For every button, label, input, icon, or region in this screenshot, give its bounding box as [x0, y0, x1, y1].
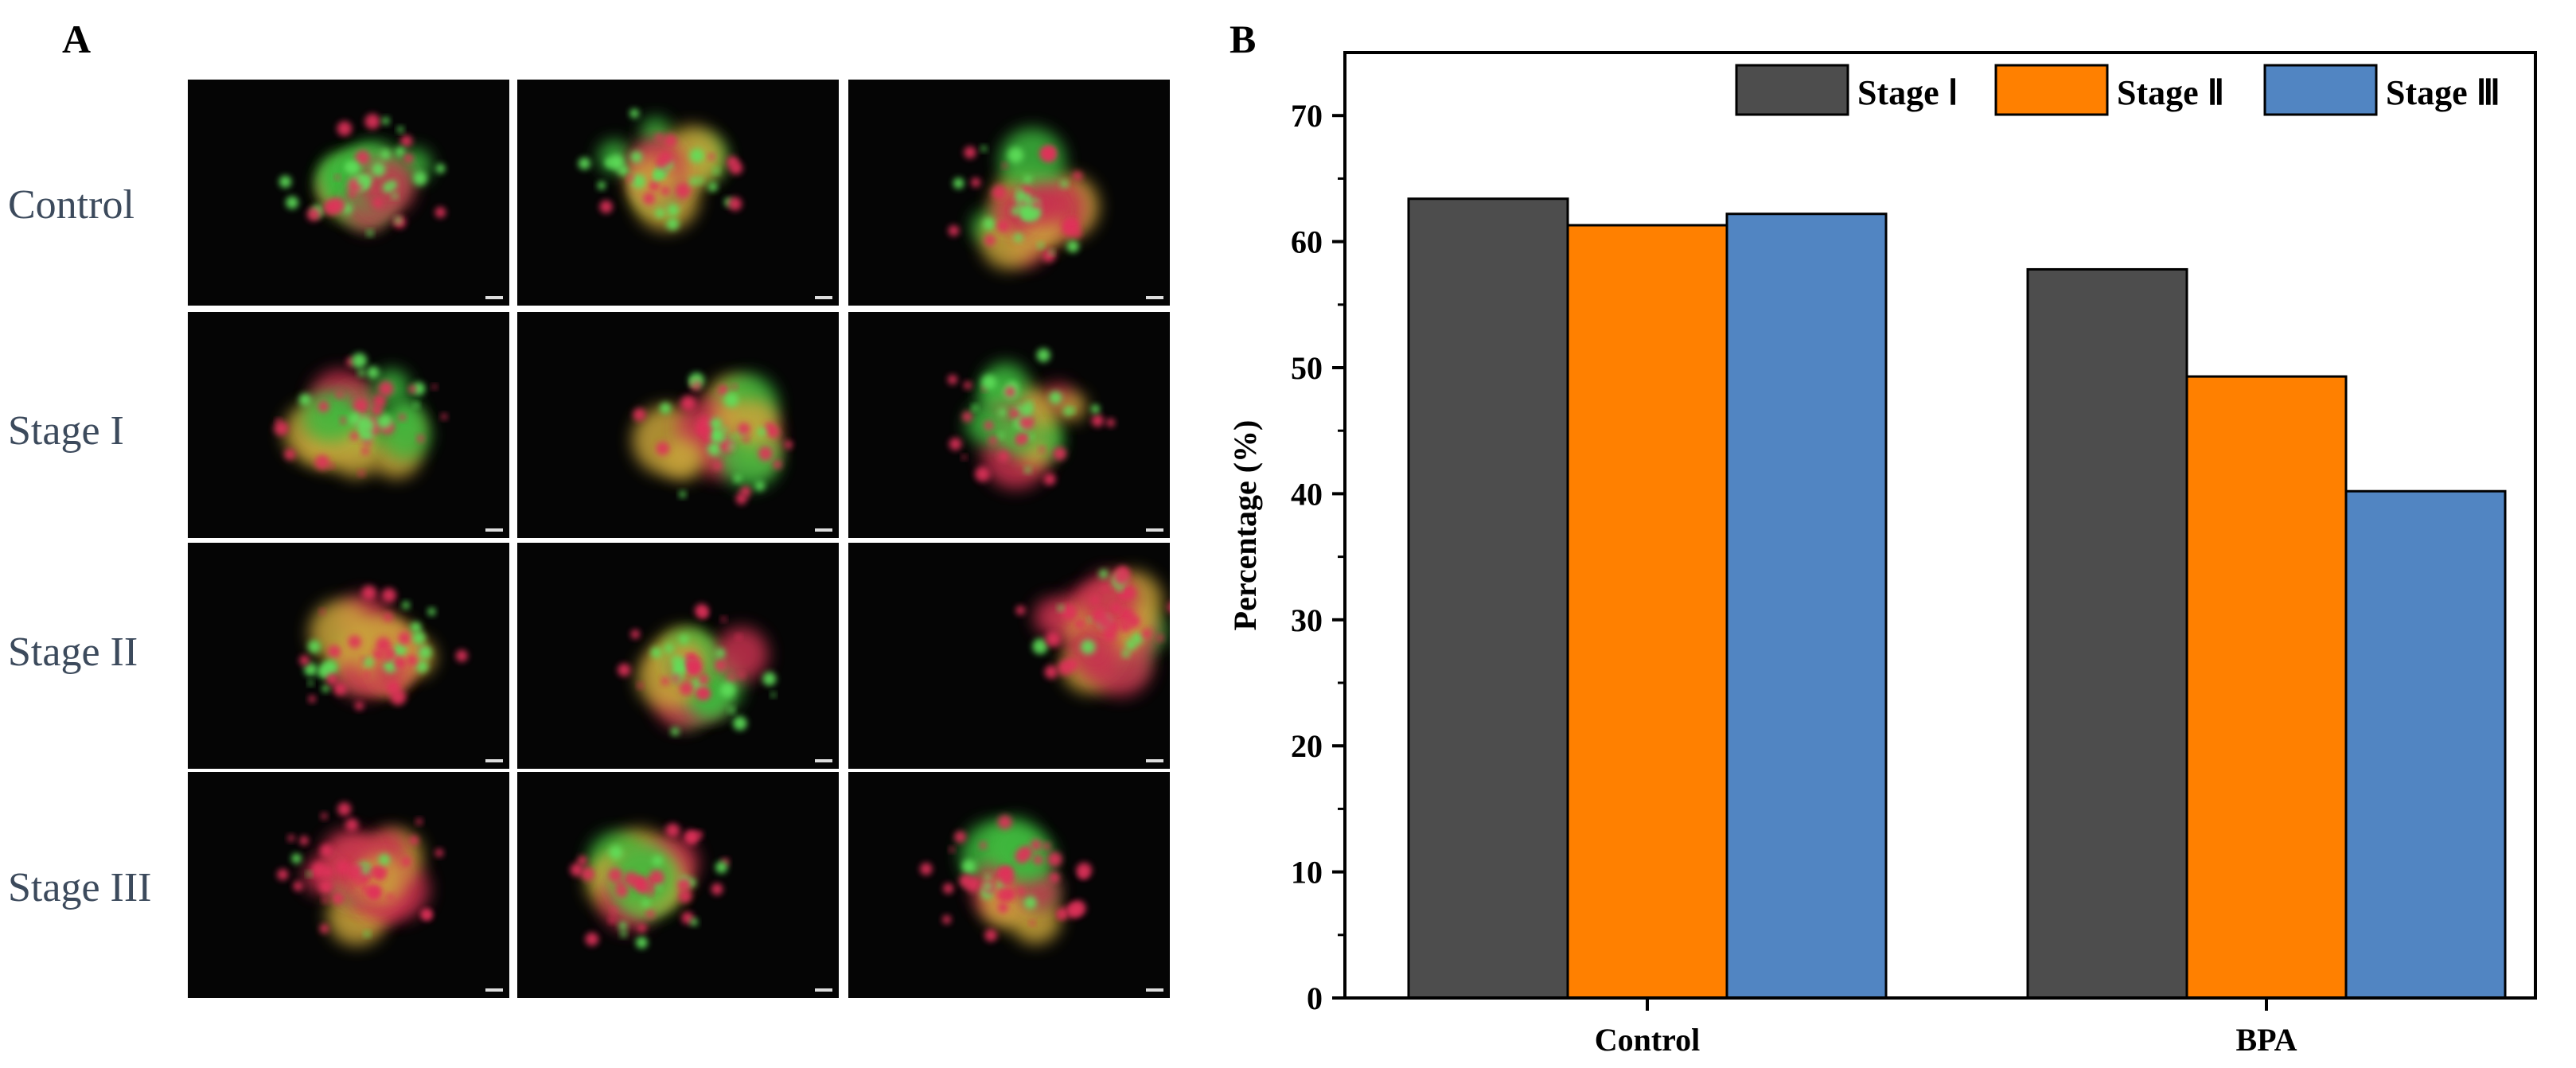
- micrograph-r1-c1: [517, 312, 839, 538]
- bar-bpa-series-2: [2185, 375, 2348, 1000]
- x-tick-label-bpa: BPA: [2235, 1022, 2297, 1058]
- micrograph-r2-c1: [517, 543, 839, 769]
- y-tick-label: 10: [1291, 855, 1323, 891]
- row-label-stage-3: Stage III: [8, 865, 152, 910]
- bar-bpa-series-1: [2026, 267, 2188, 1000]
- y-tick-label: 50: [1291, 350, 1323, 386]
- legend-swatch-1: [1735, 64, 1849, 116]
- bar-control-series-3: [1725, 212, 1888, 1000]
- bar-bpa-series-3: [2344, 489, 2507, 1000]
- y-tick-label: 0: [1307, 980, 1323, 1016]
- y-tick-label: 20: [1291, 728, 1323, 764]
- x-tick-label-control: Control: [1595, 1022, 1701, 1058]
- micrograph-r0-c2: [848, 80, 1170, 306]
- micrograph-r3-c1: [517, 772, 839, 998]
- y-tick-label: 60: [1291, 224, 1323, 260]
- micrograph-r2-c2: [848, 543, 1170, 769]
- panel-a-label: A: [62, 17, 92, 61]
- panel-b-label: B: [1230, 17, 1257, 61]
- y-tick-label: 70: [1291, 98, 1323, 134]
- micrograph-r1-c2: [848, 312, 1170, 538]
- row-label-stage-2: Stage II: [8, 629, 138, 675]
- plot-frame: [1343, 51, 2537, 1000]
- y-tick-label: 30: [1291, 602, 1323, 638]
- micrograph-r0-c0: [188, 80, 509, 306]
- micrograph-r3-c2: [848, 772, 1170, 998]
- bar-control-series-1: [1407, 197, 1569, 1000]
- y-axis-title: Percentage (%): [1227, 420, 1263, 631]
- legend-label-3: Stage Ⅲ: [2386, 73, 2500, 112]
- micrograph-r3-c0: [188, 772, 509, 998]
- y-tick-label: 40: [1291, 476, 1323, 512]
- bar-control-series-2: [1566, 224, 1728, 1000]
- row-label-stage-1: Stage I: [8, 408, 124, 454]
- legend-swatch-2: [1994, 64, 2109, 116]
- row-label-control: Control: [8, 182, 134, 228]
- micrograph-grid: [188, 80, 1170, 998]
- micrograph-r2-c0: [188, 543, 509, 769]
- legend-swatch-3: [2263, 64, 2378, 116]
- micrograph-r0-c1: [517, 80, 839, 306]
- micrograph-r1-c0: [188, 312, 509, 538]
- legend-label-2: Stage Ⅱ: [2117, 73, 2224, 112]
- legend-label-1: Stage Ⅰ: [1857, 73, 1958, 112]
